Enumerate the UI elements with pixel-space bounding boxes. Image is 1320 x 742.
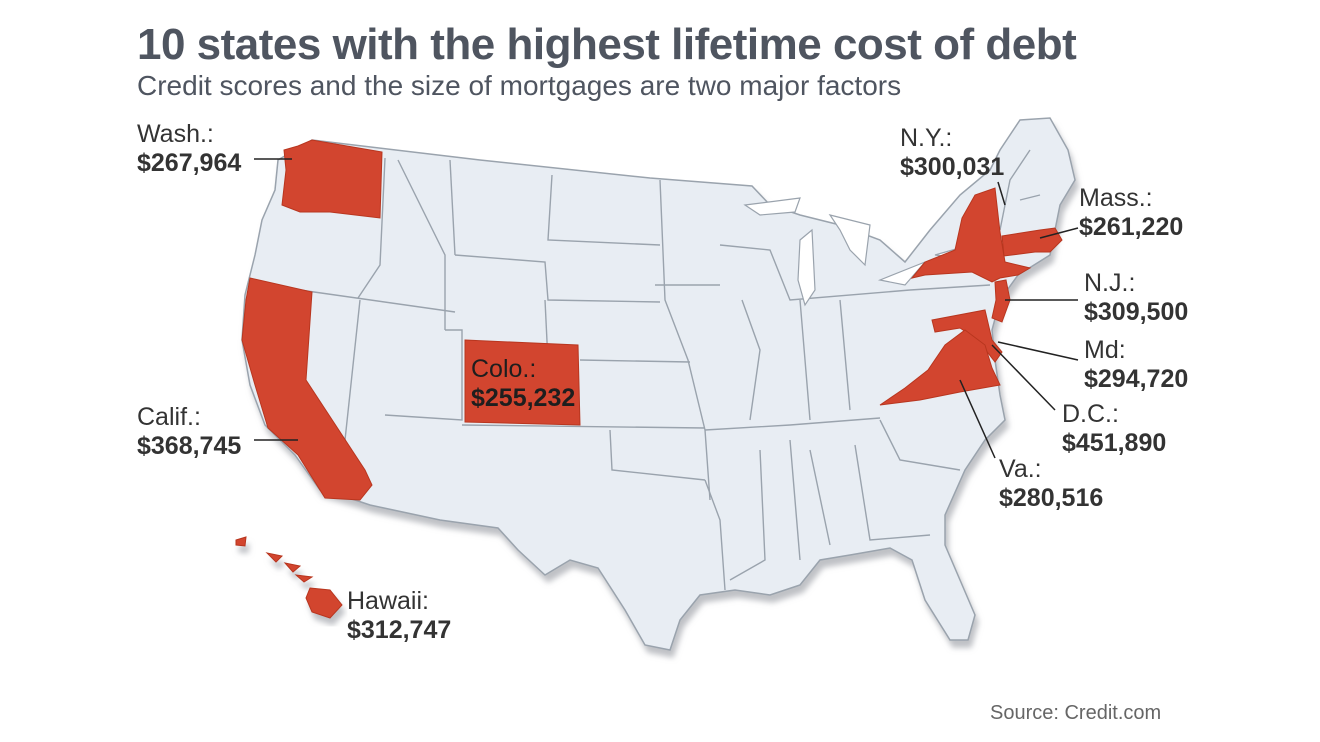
label-california-value: $368,745 <box>137 432 242 460</box>
label-new-jersey-name: N.J.: <box>1084 269 1136 297</box>
label-virginia-name: Va.: <box>999 455 1042 483</box>
source-note: Source: Credit.com <box>990 702 1162 724</box>
state-virginia <box>879 329 1001 406</box>
label-washington-value: $267,964 <box>137 149 242 177</box>
label-colorado-value: $255,232 <box>471 384 576 412</box>
label-maryland-name: Md: <box>1084 336 1126 364</box>
label-hawaii-name: Hawaii: <box>347 587 429 615</box>
label-virginia-value: $280,516 <box>999 484 1104 512</box>
label-dc-name: D.C.: <box>1062 400 1119 428</box>
label-massachusetts: Mass.: $261,220 <box>1079 184 1183 242</box>
label-new-jersey-value: $309,500 <box>1084 298 1189 326</box>
label-hawaii-value: $312,747 <box>347 616 452 644</box>
label-washington: Wash.: $267,964 <box>137 120 241 178</box>
state-maryland <box>931 309 1003 363</box>
label-washington-name: Wash.: <box>137 120 214 148</box>
label-virginia: Va.: $280,516 <box>999 455 1103 513</box>
label-new-jersey: N.J.: $309,500 <box>1084 269 1188 327</box>
label-dc-value: $451,890 <box>1062 429 1167 457</box>
state-new-york <box>910 187 1032 283</box>
label-hawaii: Hawaii: $312,747 <box>347 587 451 645</box>
label-colorado: Colo.: $255,232 <box>471 355 575 413</box>
map-title: 10 states with the highest lifetime cost… <box>137 20 1077 69</box>
label-california-name: Calif.: <box>137 403 201 431</box>
state-new-jersey <box>991 279 1011 323</box>
state-colorado <box>464 339 581 426</box>
label-new-york-name: N.Y.: <box>900 124 953 152</box>
state-hawaii <box>235 536 343 619</box>
state-california <box>241 277 373 501</box>
label-colorado-name: Colo.: <box>471 355 537 383</box>
state-massachusetts <box>1001 227 1063 257</box>
highlighted-states <box>241 139 1063 501</box>
state-borders <box>299 149 1041 591</box>
label-maryland-value: $294,720 <box>1084 365 1189 393</box>
label-california: Calif.: $368,745 <box>137 403 241 461</box>
label-new-york-value: $300,031 <box>900 153 1005 181</box>
leader-lines <box>254 158 1079 459</box>
label-massachusetts-value: $261,220 <box>1079 213 1184 241</box>
label-maryland: Md: $294,720 <box>1084 336 1188 394</box>
label-massachusetts-name: Mass.: <box>1079 184 1153 212</box>
state-washington <box>281 139 383 219</box>
map-subtitle: Credit scores and the size of mortgages … <box>137 70 902 101</box>
label-dc: D.C.: $451,890 <box>1062 400 1166 458</box>
label-new-york: N.Y.: $300,031 <box>900 124 1004 182</box>
